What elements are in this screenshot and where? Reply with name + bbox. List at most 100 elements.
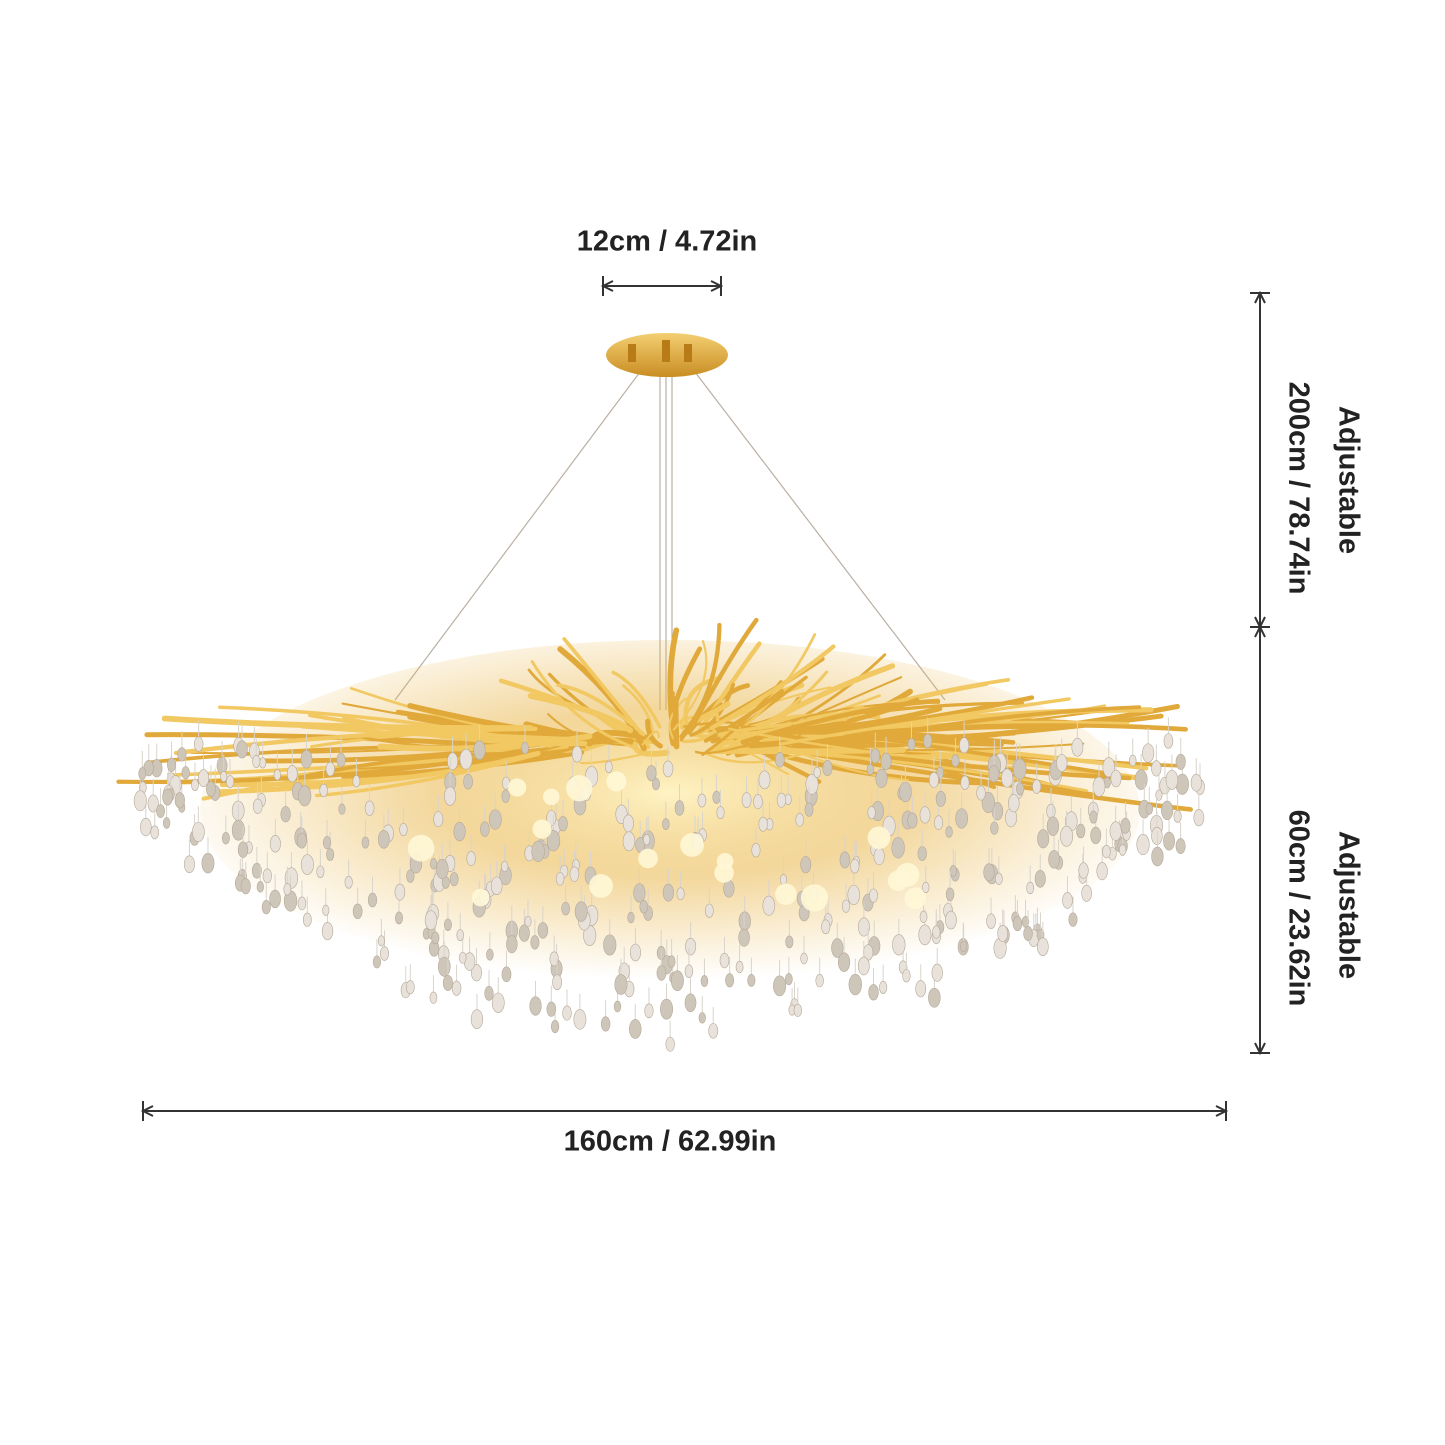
crystal [960, 940, 968, 953]
crystal [907, 812, 918, 829]
body-height-label: 60cm / 23.62in [1282, 810, 1314, 1007]
crystal [561, 901, 570, 916]
crystal [506, 935, 518, 954]
crystal [546, 830, 561, 852]
crystal [201, 852, 215, 874]
crystal [240, 878, 251, 895]
branch [161, 715, 534, 731]
crystal [622, 831, 636, 852]
crystal [521, 741, 529, 755]
crystal [753, 794, 763, 810]
crystal [1165, 769, 1179, 790]
crystal [367, 892, 378, 908]
crystal [994, 872, 1003, 885]
crystal [546, 1001, 557, 1017]
body-note: Adjustable [1332, 831, 1364, 979]
crystal [177, 747, 187, 762]
crystal [302, 912, 312, 927]
crystal [140, 817, 152, 837]
crystal [899, 781, 912, 803]
crystal [1161, 800, 1174, 821]
crystal [857, 956, 870, 976]
branch [679, 701, 731, 730]
branch [530, 660, 637, 750]
crystal [1096, 862, 1108, 881]
crystal [919, 910, 928, 923]
crystal [850, 858, 860, 874]
crystal [1102, 757, 1116, 778]
crystal [206, 781, 216, 797]
crystal [501, 860, 509, 872]
dimension-lines [140, 276, 1270, 1121]
crystal [866, 763, 874, 776]
crystal [571, 745, 583, 763]
crystal [191, 778, 199, 792]
crystal [1078, 862, 1089, 879]
crystal [955, 808, 968, 829]
crystal [273, 769, 281, 781]
crystal [945, 910, 957, 930]
crystal [1056, 754, 1068, 773]
crystal [433, 811, 444, 828]
crystal [656, 965, 667, 981]
wires [394, 371, 946, 710]
crystal [1134, 769, 1148, 790]
crystal [1037, 937, 1049, 957]
branch [672, 695, 680, 750]
crystal [284, 867, 299, 889]
crystal [997, 925, 1009, 942]
crystal [629, 1019, 642, 1039]
crystal [225, 775, 235, 789]
crystal [1151, 846, 1164, 867]
crystal [1110, 769, 1122, 788]
crystal [931, 963, 943, 982]
crystal [923, 733, 933, 749]
crystal [1155, 789, 1163, 801]
branch [740, 698, 941, 745]
branch [668, 697, 687, 741]
crystal [773, 975, 787, 997]
crystal [442, 974, 453, 991]
crystal [1068, 912, 1078, 927]
crystal [848, 973, 862, 996]
crystal [1089, 810, 1098, 824]
crystal [945, 887, 955, 901]
crystal [1062, 892, 1073, 909]
bulb [471, 888, 490, 907]
crystal [815, 973, 824, 988]
crystal [1081, 884, 1092, 902]
crystal [716, 806, 725, 820]
crystal [758, 816, 768, 832]
crystal [529, 996, 542, 1016]
crystal [162, 788, 173, 806]
crystal [458, 951, 467, 964]
crystal [1102, 844, 1111, 859]
crystal [424, 910, 438, 931]
crystal [1173, 810, 1182, 823]
crystal [839, 851, 851, 869]
crystal [986, 913, 996, 929]
crystal [935, 790, 946, 807]
branch [308, 713, 570, 741]
crystal [685, 937, 697, 956]
branch [579, 753, 642, 765]
crystal [550, 1019, 560, 1034]
bulb [508, 778, 527, 797]
crystal [322, 836, 332, 850]
crystal [917, 846, 927, 861]
crystal [283, 883, 292, 896]
crystal [776, 792, 787, 808]
crystal [928, 771, 939, 788]
body-width-label: 160cm / 62.99in [564, 1126, 777, 1158]
crystal [1008, 794, 1020, 813]
crystal [429, 991, 438, 1004]
bulb [543, 788, 560, 806]
crystal [774, 752, 785, 768]
crystal [1193, 809, 1205, 827]
crystal [1190, 773, 1202, 792]
crystal [573, 1009, 587, 1030]
branch [694, 740, 760, 755]
crystal [336, 752, 346, 768]
crystal [447, 752, 459, 771]
